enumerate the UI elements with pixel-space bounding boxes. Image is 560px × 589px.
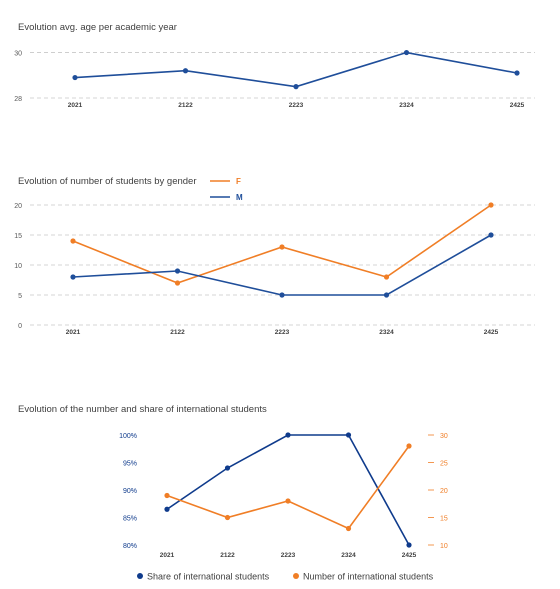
x-tick-label: 2122 [220,552,235,559]
x-tick-label: 2021 [66,329,81,336]
data-point [182,68,189,74]
y-left-tick-label: 90% [123,488,137,495]
x-tick-label: 2223 [281,552,296,559]
data-point [488,232,494,238]
y-tick-label: 0 [18,323,22,330]
y-tick-label: 30 [14,51,22,58]
legend-marker [137,573,143,579]
data-point [70,238,76,244]
series-line-1 [166,445,410,530]
legend-marker [293,573,299,579]
avg-age-plot: 28 30 2021 2122 2223 2324 2425 [14,49,535,109]
y-left-tick-label: 95% [123,461,137,468]
data-point [70,274,76,280]
x-tick-label: 2425 [484,329,499,336]
y-tick-label: 5 [18,293,22,300]
y-right-tick-label: 30 [440,433,448,440]
data-point [293,84,299,90]
data-point [406,542,412,548]
x-tick-label: 2122 [170,329,185,336]
x-tick-label: 2324 [379,329,394,336]
data-point [72,74,78,81]
data-point [164,506,170,512]
chart-title: Evolution avg. age per academic year [18,22,177,33]
students-by-gender-plot: 0 5 10 15 20 2021 2122 2223 2324 2425 FM [14,177,535,336]
data-point [488,202,494,208]
data-point [224,465,231,471]
x-tick-label: 2122 [178,102,193,109]
x-tick-label: 2021 [160,552,175,559]
data-point [164,492,170,499]
series-line-0 [74,51,518,88]
x-tick-label: 2021 [68,102,83,109]
legend-label: F [236,177,241,186]
y-right-tick-label: 25 [440,461,448,468]
data-point [174,280,181,286]
y-right-tick-label: 15 [440,516,448,523]
x-tick-label: 2324 [399,102,414,109]
x-tick-label: 2324 [341,552,356,559]
data-point [514,70,520,76]
students-by-gender-chart: Evolution of number of students by gende… [0,160,560,350]
y-tick-label: 20 [14,203,22,210]
data-point [345,525,352,532]
x-tick-label: 2425 [402,552,417,559]
series-line-0 [166,434,410,546]
data-point [345,432,352,438]
y-tick-label: 10 [14,263,22,270]
y-tick-label: 28 [14,96,22,103]
y-tick-label: 15 [14,233,22,240]
data-point [285,498,291,504]
legend-label: Share of international students [147,572,270,582]
data-point [174,268,181,274]
legend-label: M [236,193,243,202]
avg-age-chart: Evolution avg. age per academic year 28 3… [0,0,560,120]
x-tick-label: 2223 [275,329,290,336]
y-right-tick-label: 10 [440,543,448,550]
y-left-tick-label: 85% [123,516,137,523]
chart-title: Evolution of number of students by gende… [18,176,197,187]
data-point [224,514,231,521]
data-point [406,443,412,449]
data-point [279,292,285,298]
data-point [279,244,285,250]
data-point [383,292,390,298]
y-right-tick-label: 20 [440,488,448,495]
international-students-chart: Evolution of the number and share of int… [0,390,560,589]
legend-label: Number of international students [303,572,434,582]
international-students-plot: 80% 85% 90% 95% 100% 10 15 20 25 30 2021 2122 2223 23… [119,432,448,582]
chart-title: Evolution of the number and share of int… [18,404,267,415]
x-tick-label: 2223 [289,102,304,109]
y-left-tick-label: 80% [123,543,137,550]
y-left-tick-label: 100% [119,433,137,440]
data-point [403,49,410,56]
data-point [285,432,291,438]
data-point [383,274,390,280]
x-tick-label: 2425 [510,102,525,109]
